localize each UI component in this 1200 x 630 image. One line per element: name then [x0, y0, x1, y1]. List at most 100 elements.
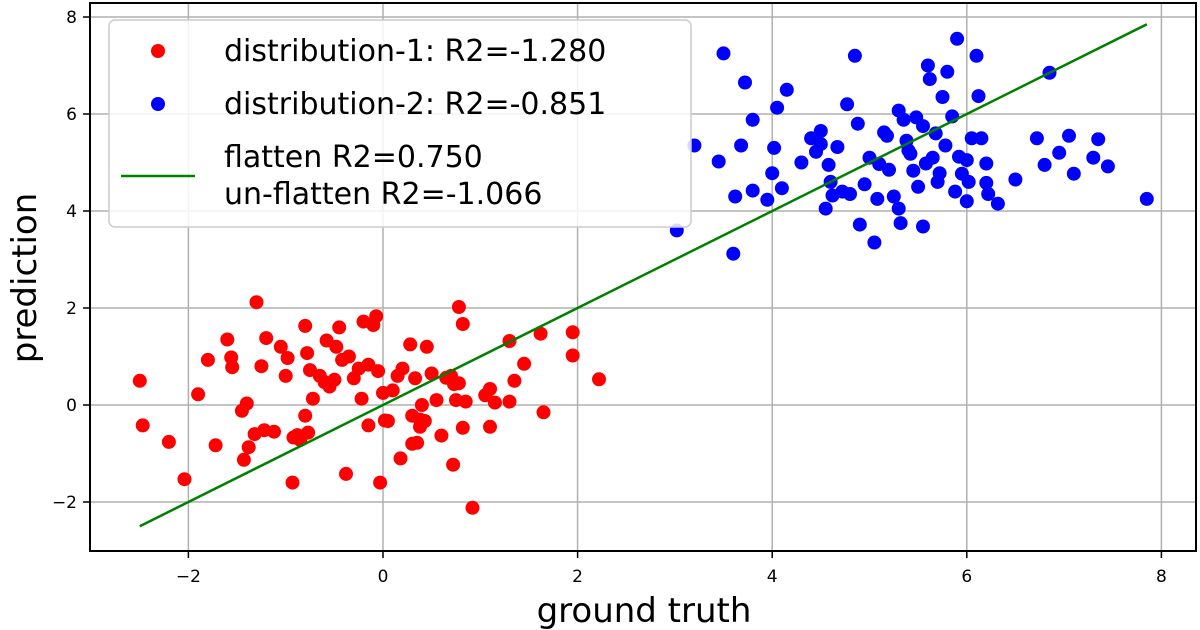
data-point	[964, 131, 979, 146]
data-point	[821, 157, 836, 172]
data-point	[483, 382, 497, 396]
data-point	[779, 82, 794, 97]
data-point	[1066, 166, 1081, 181]
fit-line	[139, 23, 1148, 528]
data-point	[403, 337, 418, 352]
data-point	[239, 396, 254, 411]
data-point	[922, 72, 937, 87]
data-point	[916, 219, 930, 234]
data-point	[711, 154, 726, 169]
data-point	[981, 187, 996, 201]
data-point	[1008, 172, 1023, 187]
data-point	[818, 201, 833, 216]
data-point	[417, 414, 432, 428]
data-point	[191, 387, 206, 402]
data-point	[135, 418, 150, 433]
data-point	[870, 191, 885, 206]
data-point	[455, 420, 470, 435]
data-point	[716, 46, 731, 61]
data-point	[903, 146, 918, 161]
y-tick-label: 6	[66, 105, 77, 125]
data-point	[446, 457, 461, 472]
data-point	[332, 320, 347, 335]
data-point	[840, 97, 855, 112]
data-point	[911, 179, 926, 194]
data-point	[161, 434, 176, 449]
data-point	[1091, 132, 1106, 147]
x-tick-label: 6	[961, 567, 972, 587]
data-point	[278, 368, 293, 383]
data-point	[767, 140, 782, 155]
data-point	[592, 372, 606, 387]
data-point	[371, 364, 386, 379]
data-point	[938, 138, 953, 153]
data-point	[1100, 159, 1115, 174]
data-point	[424, 366, 439, 381]
data-point	[959, 194, 974, 209]
data-point	[267, 424, 281, 439]
y-axis-label: prediction	[5, 193, 45, 364]
data-point	[974, 131, 989, 146]
data-point	[339, 466, 353, 481]
data-point	[830, 140, 845, 154]
data-point	[298, 318, 313, 333]
data-point	[920, 58, 935, 73]
data-point	[298, 408, 313, 423]
data-point	[867, 235, 882, 250]
y-axis-ticks: −2 0 2 4 6 8	[52, 8, 90, 513]
series-distribution-1	[132, 295, 606, 515]
data-point	[254, 359, 269, 374]
data-point	[1086, 150, 1101, 165]
x-tick-label: 4	[767, 567, 778, 587]
data-point	[959, 153, 974, 168]
data-point	[419, 339, 434, 354]
data-point	[208, 438, 223, 453]
data-point	[726, 246, 741, 261]
data-point	[455, 317, 470, 331]
x-tick-label: 0	[378, 567, 389, 587]
series-distribution-2	[669, 31, 1154, 261]
data-point	[329, 339, 344, 354]
x-axis-ticks: −2 0 2 4 6 8	[176, 551, 1167, 587]
data-point	[891, 201, 906, 216]
data-point	[341, 349, 356, 364]
data-point	[745, 112, 760, 127]
data-point	[961, 174, 976, 189]
data-point	[1139, 191, 1154, 206]
data-point	[220, 332, 235, 347]
data-point	[236, 452, 251, 467]
y-tick-label: −2	[52, 493, 77, 513]
legend-label-flatten: flatten R2=0.750	[224, 140, 483, 175]
data-point	[1037, 157, 1052, 172]
data-point	[880, 128, 894, 143]
data-point	[979, 156, 994, 171]
data-point	[380, 414, 395, 428]
data-point	[241, 440, 256, 455]
data-point	[835, 184, 850, 199]
y-tick-label: 8	[66, 8, 77, 28]
data-point	[354, 391, 369, 406]
data-point	[507, 373, 522, 388]
data-point	[273, 339, 288, 354]
data-point	[301, 425, 316, 440]
identity-line	[139, 23, 1148, 528]
data-point	[738, 75, 752, 90]
data-point	[882, 162, 896, 177]
data-point	[259, 331, 274, 346]
y-tick-label: 4	[66, 202, 77, 222]
data-point	[465, 500, 480, 515]
y-tick-label: 2	[66, 299, 77, 319]
data-point	[1052, 145, 1067, 160]
data-point	[200, 352, 215, 367]
data-point	[969, 48, 984, 63]
data-point	[451, 376, 466, 391]
data-point	[990, 196, 1005, 211]
x-tick-label: −2	[176, 567, 201, 587]
data-point	[434, 428, 449, 443]
data-point	[850, 116, 865, 131]
x-axis-label: ground truth	[537, 591, 752, 630]
legend: distribution-1: R2=-1.280 distribution-2…	[108, 19, 692, 228]
data-point	[896, 112, 911, 127]
data-point	[451, 300, 466, 314]
